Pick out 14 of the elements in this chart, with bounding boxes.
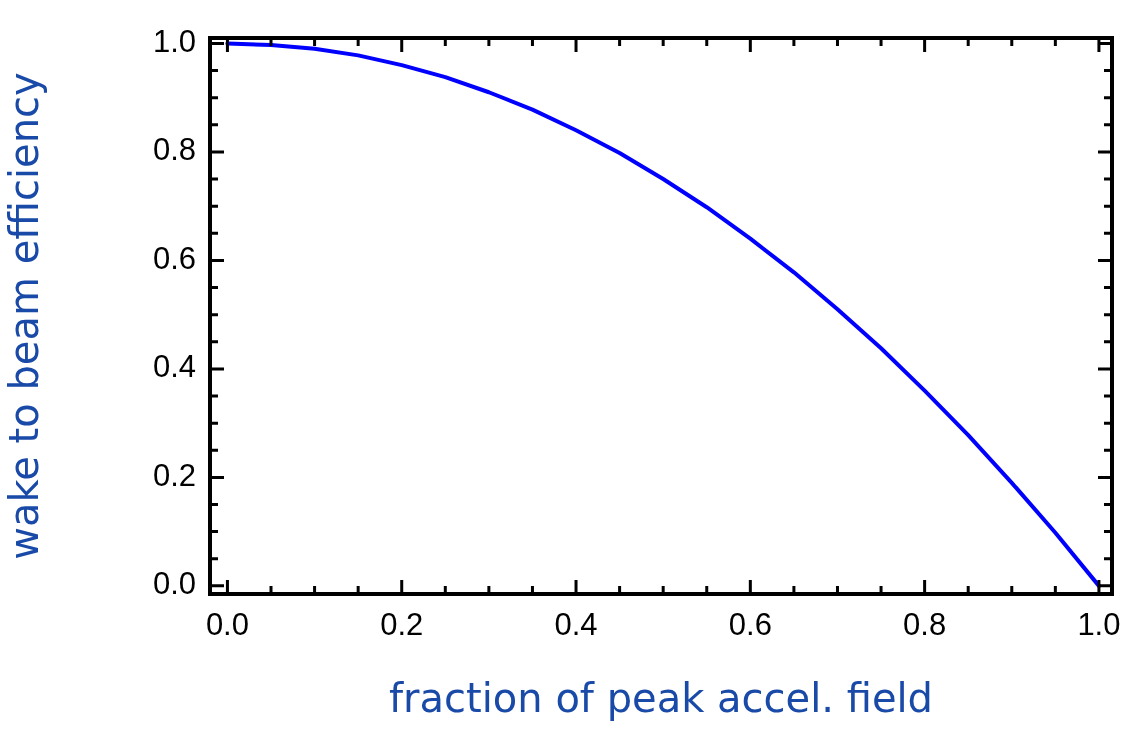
y-tick-label: 0.4	[152, 349, 196, 385]
x-tick-label: 1.0	[1077, 607, 1121, 643]
x-tick-label: 0.8	[903, 607, 947, 643]
x-tick-label: 0.2	[380, 607, 424, 643]
y-tick-label: 0.2	[152, 457, 196, 493]
y-tick-label: 0.8	[152, 132, 196, 168]
x-tick-label: 0.6	[728, 607, 772, 643]
x-tick-label: 0.4	[554, 607, 598, 643]
y-tick-label: 1.0	[152, 23, 196, 59]
y-tick-label: 0.6	[152, 240, 196, 276]
y-axis-title: wake to beam efficiency	[1, 72, 48, 560]
x-axis-title: fraction of peak accel. field	[389, 675, 933, 722]
x-tick-label: 0.0	[205, 607, 249, 643]
y-tick-label: 0.0	[152, 566, 196, 602]
